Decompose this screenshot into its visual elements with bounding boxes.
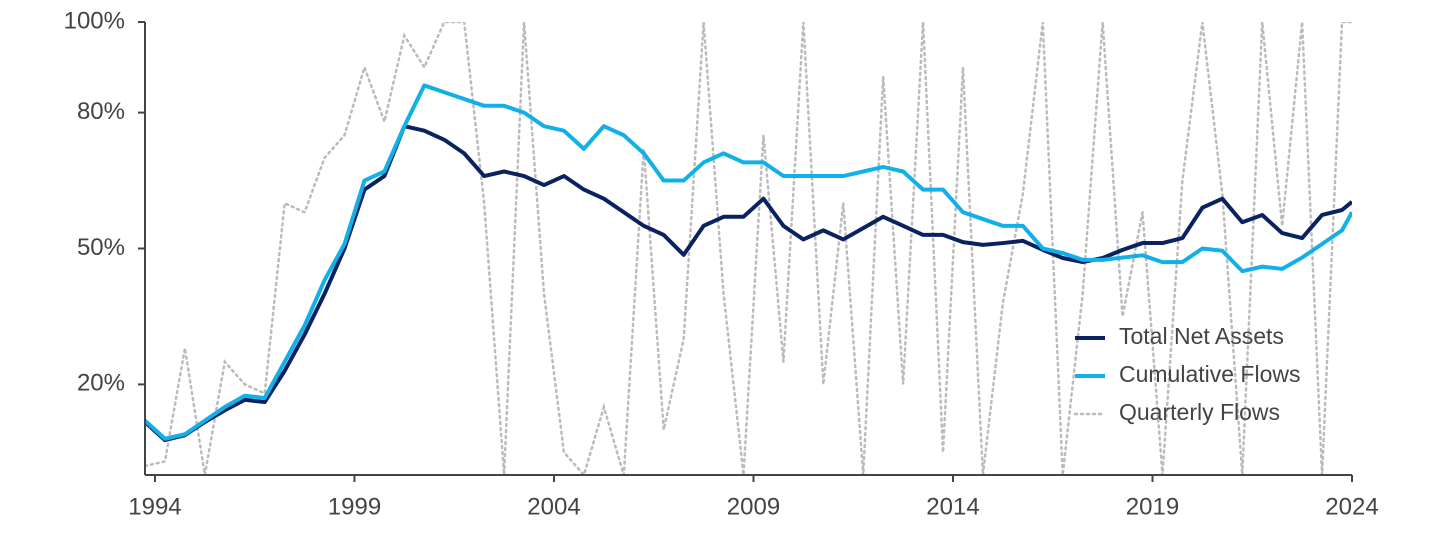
- plot-area: [145, 22, 1352, 475]
- y-tick-label: 20%: [77, 370, 125, 397]
- x-tick-label: 2014: [926, 493, 979, 520]
- x-tick-label: 2004: [527, 493, 580, 520]
- legend-label: Quarterly Flows: [1119, 399, 1280, 425]
- y-tick-label: 100%: [64, 7, 125, 34]
- y-tick-label: 80%: [77, 98, 125, 125]
- axes: 20% 50% 80% 100% 1994 1999 2004 2009 2014 2019 202…: [64, 7, 1379, 520]
- x-tick-label: 1999: [328, 493, 381, 520]
- x-tick-label: 1994: [128, 493, 181, 520]
- legend-label: Cumulative Flows: [1119, 361, 1301, 387]
- x-tick-label: 2024: [1325, 493, 1378, 520]
- legend-label: Total Net Assets: [1119, 323, 1284, 349]
- y-tick-label: 50%: [77, 234, 125, 261]
- series-line: [145, 83, 1352, 441]
- legend: Total Net Assets Cumulative Flows Quarterl…: [1073, 323, 1301, 425]
- series-line: [145, 22, 1352, 475]
- x-tick-label: 2019: [1126, 493, 1179, 520]
- x-tick-label: 2009: [727, 493, 780, 520]
